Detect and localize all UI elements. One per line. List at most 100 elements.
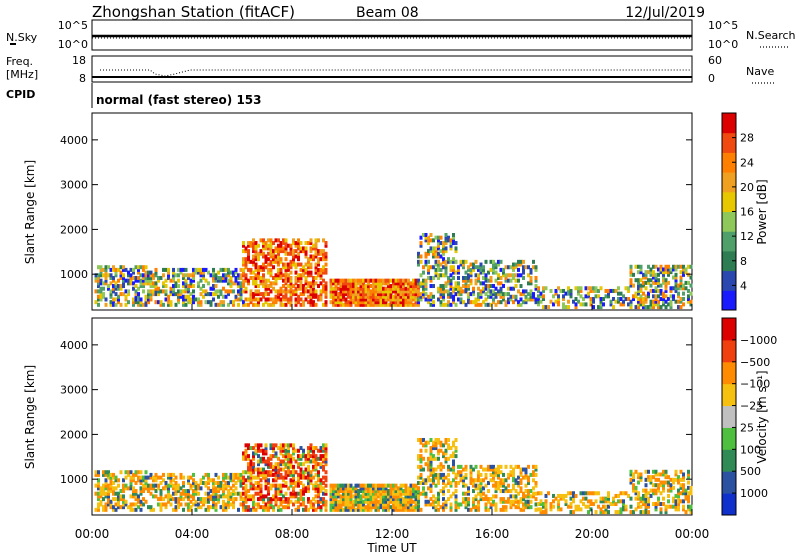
data-cell [662, 280, 665, 285]
data-cell [312, 486, 315, 491]
data-cell [392, 302, 395, 307]
data-cell [387, 292, 390, 297]
data-cell [452, 235, 455, 240]
data-cell [267, 297, 270, 302]
data-cell [682, 297, 685, 302]
data-cell [94, 483, 98, 488]
data-cell [489, 502, 493, 507]
data-cell [362, 289, 365, 294]
data-cell [292, 494, 295, 499]
data-cell [384, 486, 388, 491]
data-cell [427, 235, 430, 240]
data-cell [277, 289, 280, 294]
data-cell [424, 440, 428, 445]
data-cell [289, 472, 293, 477]
data-cell [184, 294, 188, 299]
data-cell [487, 499, 490, 504]
data-cell [149, 483, 153, 488]
data-cell [449, 494, 453, 499]
data-cell [679, 469, 683, 474]
data-cell [109, 505, 113, 510]
data-cell [262, 275, 265, 280]
data-cell [467, 278, 470, 283]
data-cell [269, 273, 273, 278]
data-cell [337, 502, 340, 507]
data-cell [317, 297, 320, 302]
data-cell [284, 273, 288, 278]
data-cell [292, 241, 295, 246]
data-cell [567, 305, 570, 310]
data-cell [212, 489, 215, 494]
data-cell [197, 483, 200, 488]
data-cell [232, 483, 235, 488]
data-cell [674, 275, 678, 280]
data-cell [432, 475, 435, 480]
data-cell [129, 502, 133, 507]
data-cell [437, 480, 440, 485]
data-cell [204, 472, 208, 477]
data-cell [309, 472, 313, 477]
data-cell [214, 289, 218, 294]
data-cell [494, 262, 498, 267]
data-cell [279, 502, 283, 507]
data-cell [627, 286, 630, 291]
data-cell [97, 497, 100, 502]
colorbar-segment [722, 427, 736, 450]
data-cell [592, 491, 595, 496]
data-cell [677, 493, 680, 498]
data-cell [479, 480, 483, 485]
data-cell [407, 292, 410, 297]
data-cell [669, 302, 673, 307]
data-cell [382, 292, 385, 297]
data-cell [374, 302, 378, 307]
data-cell [354, 507, 358, 512]
data-cell [444, 267, 448, 272]
data-cell [434, 251, 438, 256]
data-cell [502, 499, 505, 504]
data-cell [437, 440, 440, 445]
data-cell [527, 478, 530, 483]
data-cell [532, 292, 535, 297]
data-cell [339, 502, 343, 507]
data-cell [387, 284, 390, 289]
data-cell [212, 270, 215, 275]
data-cell [319, 270, 323, 275]
data-cell [287, 502, 290, 507]
data-cell [239, 281, 243, 286]
data-cell [314, 246, 318, 251]
data-cell [354, 502, 358, 507]
data-cell [569, 491, 573, 496]
data-cell [144, 475, 148, 480]
data-cell [212, 275, 215, 280]
data-cell [282, 446, 285, 451]
data-cell [234, 297, 238, 302]
data-cell [177, 284, 180, 289]
data-cell [117, 494, 120, 499]
data-cell [482, 497, 485, 502]
data-cell [284, 443, 288, 448]
data-cell [424, 448, 428, 453]
data-cell [407, 502, 410, 507]
data-cell [564, 502, 568, 507]
data-cell [402, 302, 405, 307]
data-cell [142, 497, 145, 502]
data-cell [189, 486, 193, 491]
data-cell [274, 259, 278, 264]
data-cell [282, 238, 285, 243]
data-cell [422, 270, 425, 275]
data-cell [369, 289, 373, 294]
data-cell [309, 302, 313, 307]
data-cell [477, 302, 480, 307]
data-cell [504, 300, 508, 305]
data-cell [287, 443, 290, 448]
data-cell [467, 499, 470, 504]
data-cell [319, 499, 323, 504]
data-cell [252, 446, 255, 451]
data-cell [417, 489, 420, 494]
data-cell [464, 464, 468, 469]
data-cell [579, 294, 583, 299]
data-cell [269, 497, 273, 502]
nsearch-tick-low: 10^0 [708, 38, 738, 51]
